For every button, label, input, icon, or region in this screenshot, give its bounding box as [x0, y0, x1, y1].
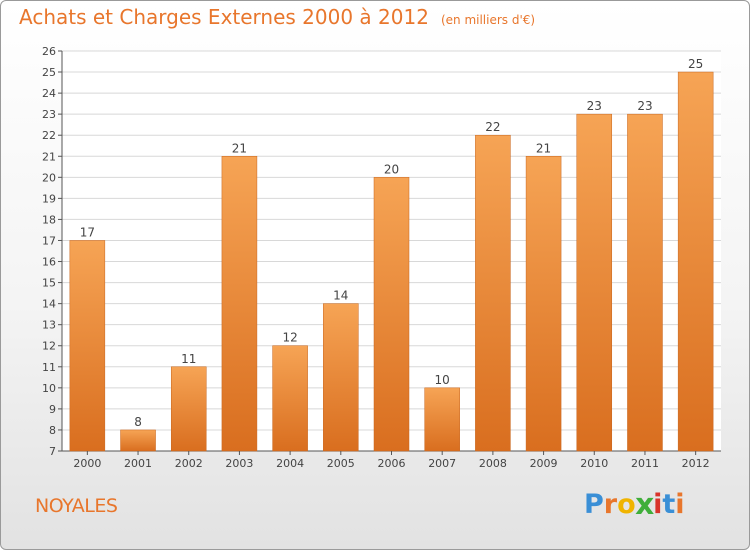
y-tick-label: 13 [42, 319, 56, 332]
y-tick-label: 14 [42, 298, 56, 311]
x-tick-label-2008: 2008 [479, 457, 507, 470]
y-tick-label: 21 [42, 150, 56, 163]
chart-title: Achats et Charges Externes 2000 à 2012 [19, 5, 429, 29]
x-tick-label-2004: 2004 [276, 457, 304, 470]
x-tick-label-2011: 2011 [631, 457, 659, 470]
data-label-2012: 25 [688, 57, 703, 71]
title-block: Achats et Charges Externes 2000 à 2012 (… [19, 5, 535, 29]
bar-2005 [323, 303, 359, 452]
bar-2006 [373, 177, 410, 452]
bar-2012 [677, 71, 714, 452]
x-tick-label-2010: 2010 [580, 457, 608, 470]
x-tick-label-2007: 2007 [428, 457, 456, 470]
bar-2008 [475, 134, 511, 452]
y-tick-label: 19 [42, 192, 56, 205]
data-label-2010: 23 [587, 99, 602, 113]
y-tick-label: 23 [42, 108, 56, 121]
data-label-2000: 17 [80, 225, 95, 239]
x-tick-label-2005: 2005 [327, 457, 355, 470]
logo-letter: i [653, 489, 663, 520]
y-tick-label: 24 [42, 87, 56, 100]
logo-letter: P [584, 489, 604, 520]
data-label-2005: 14 [333, 289, 348, 303]
proxiti-logo: Proxiti [584, 487, 685, 522]
bar-2009 [525, 156, 562, 452]
x-tick-label-2000: 2000 [73, 457, 101, 470]
y-tick-label: 17 [42, 234, 56, 247]
x-tick-label-2006: 2006 [378, 457, 406, 470]
bar-2010 [576, 113, 613, 452]
y-tick-label: 11 [42, 361, 56, 374]
y-tick-label: 9 [49, 403, 56, 416]
data-label-2004: 12 [282, 331, 297, 345]
data-label-2008: 22 [485, 120, 500, 134]
chart-subtitle: (en milliers d'€) [440, 13, 536, 27]
y-tick-label: 12 [42, 340, 56, 353]
bar-2007 [424, 387, 460, 452]
bar-2003 [221, 156, 258, 452]
logo-letter: t [662, 489, 676, 520]
bar-2001 [120, 429, 156, 452]
y-tick-label: 15 [42, 277, 56, 290]
y-tick-label: 10 [42, 382, 56, 395]
x-tick-label-2009: 2009 [530, 457, 558, 470]
data-label-2002: 11 [181, 352, 196, 366]
x-tick-label-2002: 2002 [175, 457, 203, 470]
data-label-2009: 21 [536, 141, 551, 155]
logo-letter: o [617, 489, 636, 520]
x-tick-label-2012: 2012 [682, 457, 710, 470]
bar-2002 [170, 366, 207, 452]
data-label-2006: 20 [384, 162, 399, 176]
y-tick-label: 18 [42, 213, 56, 226]
y-tick-label: 7 [49, 445, 56, 458]
y-tick-label: 16 [42, 256, 56, 269]
data-label-2001: 8 [134, 415, 142, 429]
logo-letter: i [675, 489, 685, 520]
commune-label: NOYALES [35, 495, 118, 517]
y-tick-label: 20 [42, 171, 56, 184]
y-tick-label: 26 [42, 45, 56, 58]
data-label-2007: 10 [435, 373, 450, 387]
data-label-2003: 21 [232, 141, 247, 155]
bar-2000 [69, 240, 106, 452]
bar-2011 [627, 113, 663, 452]
y-tick-label: 8 [49, 424, 56, 437]
y-tick-label: 22 [42, 129, 56, 142]
x-tick-label-2001: 2001 [124, 457, 152, 470]
logo-letter: x [634, 487, 654, 522]
data-label-2011: 23 [637, 99, 652, 113]
logo-letter: r [603, 489, 618, 520]
x-tick-label-2003: 2003 [225, 457, 253, 470]
bar-2004 [272, 345, 308, 452]
y-tick-label: 25 [42, 66, 56, 79]
